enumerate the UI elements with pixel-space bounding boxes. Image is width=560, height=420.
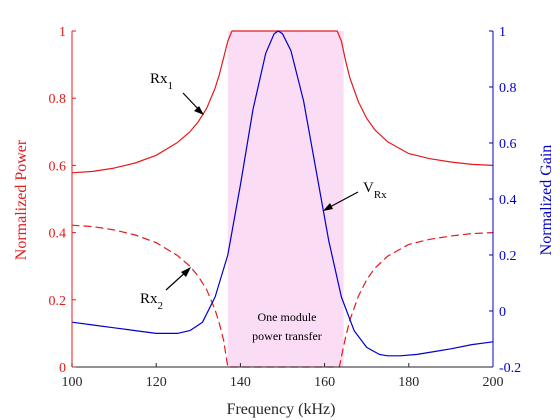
x-tick-label: 120: [146, 375, 167, 390]
axes: [71, 30, 494, 368]
x-tick-label: 200: [483, 375, 504, 390]
y-right-tick-label: 0.6: [499, 137, 517, 152]
y-left-tick-label: 0: [59, 361, 66, 376]
band-label-line2: power transfer: [252, 329, 322, 343]
annotation-rx2-text: Rx: [140, 291, 158, 307]
x-tick-label: 160: [314, 375, 335, 390]
annotation-rx1-text: Rx: [150, 71, 168, 87]
annotation-vrx-arrowhead: [323, 203, 333, 211]
x-tick-label: 140: [230, 375, 251, 390]
tick-labels: 100 120 140 160 180 200 0 0.2 0.4 0.6 0.8 1 -0.2 0 0.2…: [49, 25, 522, 390]
y-right-tick-label: 0.8: [499, 81, 517, 96]
annotation-rx2-sub: 2: [158, 300, 164, 312]
y-right-tick-label: -0.2: [499, 361, 521, 376]
annotation-rx2: Rx2: [140, 267, 191, 312]
y-axis-label-left: Normalized Power: [13, 139, 30, 260]
annotation-rx2-arrowhead: [181, 267, 191, 277]
annotation-vrx: VRx: [323, 180, 387, 211]
y-right-tick-label: 0.4: [499, 193, 517, 208]
y-right-tick-label: 0.2: [499, 249, 517, 264]
annotation-vrx-text: V: [363, 180, 374, 196]
svg-text:Rx1: Rx1: [150, 71, 173, 92]
series-line-3: [71, 30, 494, 357]
y-left-tick-label: 0.8: [49, 92, 67, 107]
x-tick-label: 180: [398, 375, 419, 390]
svg-text:Rx2: Rx2: [140, 291, 163, 312]
x-axis-label: Frequency (kHz): [227, 401, 336, 418]
annotation-rx1-sub: 1: [168, 80, 174, 92]
y-left-tick-label: 1: [59, 25, 66, 40]
y-left-tick-label: 0.2: [49, 294, 67, 309]
band-label-line1: One module: [258, 310, 317, 324]
annotation-rx1-arrowhead: [194, 106, 204, 115]
y-right-tick-label: 0: [499, 305, 506, 320]
shaded-band: [227, 31, 344, 367]
y-left-tick-label: 0.4: [49, 227, 67, 242]
x-tick-label: 100: [62, 375, 83, 390]
shaded-band-rect: [227, 31, 344, 367]
y-right-tick-label: 1: [499, 25, 506, 40]
annotation-vrx-sub: Rx: [374, 189, 387, 201]
svg-text:VRx: VRx: [363, 180, 387, 201]
annotation-vrx-arrow: [327, 191, 359, 209]
y-axis-label-right: Normalized Gain: [538, 145, 555, 256]
annotation-rx1: Rx1: [150, 71, 204, 115]
y-left-tick-label: 0.6: [49, 159, 67, 174]
